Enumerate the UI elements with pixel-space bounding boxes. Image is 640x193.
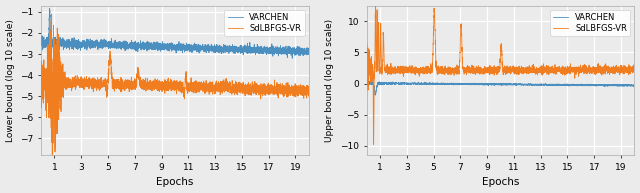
VARCHEN [490, 84, 498, 86]
SdLBFGS-VR [297, 93, 305, 96]
SdLBFGS-VR [557, 68, 565, 70]
Legend: VARCHEN, SdLBFGS-VR: VARCHEN, SdLBFGS-VR [550, 10, 630, 36]
VARCHEN [371, 94, 379, 96]
SdLBFGS-VR [150, 84, 157, 86]
X-axis label: Epochs: Epochs [482, 177, 519, 187]
VARCHEN [284, 52, 291, 55]
Legend: VARCHEN, SdLBFGS-VR: VARCHEN, SdLBFGS-VR [225, 10, 305, 36]
Line: VARCHEN: VARCHEN [367, 81, 634, 95]
SdLBFGS-VR [609, 69, 617, 71]
VARCHEN [164, 46, 172, 48]
VARCHEN [45, 7, 53, 10]
SdLBFGS-VR [363, 97, 371, 100]
SdLBFGS-VR [477, 71, 485, 74]
SdLBFGS-VR [284, 89, 291, 92]
SdLBFGS-VR [164, 90, 172, 92]
SdLBFGS-VR [47, 13, 55, 15]
VARCHEN [623, 84, 630, 86]
VARCHEN [305, 52, 312, 54]
VARCHEN [152, 45, 159, 48]
VARCHEN [297, 48, 305, 50]
VARCHEN [289, 57, 296, 59]
Line: SdLBFGS-VR: SdLBFGS-VR [367, 4, 634, 144]
VARCHEN [367, 80, 375, 82]
VARCHEN [557, 84, 565, 86]
SdLBFGS-VR [630, 69, 638, 72]
VARCHEN [363, 81, 371, 84]
VARCHEN [37, 36, 45, 38]
SdLBFGS-VR [305, 89, 312, 91]
VARCHEN [477, 83, 485, 85]
SdLBFGS-VR [37, 66, 45, 69]
SdLBFGS-VR [152, 83, 159, 85]
X-axis label: Epochs: Epochs [156, 177, 193, 187]
SdLBFGS-VR [476, 69, 483, 71]
SdLBFGS-VR [232, 85, 239, 87]
VARCHEN [630, 84, 638, 87]
Line: SdLBFGS-VR: SdLBFGS-VR [41, 14, 308, 190]
Y-axis label: Upper bound (log 10 scale): Upper bound (log 10 scale) [326, 19, 335, 142]
SdLBFGS-VR [623, 67, 630, 69]
SdLBFGS-VR [372, 3, 380, 6]
SdLBFGS-VR [370, 143, 378, 146]
VARCHEN [476, 83, 483, 85]
VARCHEN [609, 84, 617, 86]
VARCHEN [232, 48, 239, 51]
VARCHEN [150, 44, 157, 47]
SdLBFGS-VR [49, 188, 56, 191]
Y-axis label: Lower bound (log 10 scale): Lower bound (log 10 scale) [6, 19, 15, 142]
SdLBFGS-VR [490, 72, 498, 74]
Line: VARCHEN: VARCHEN [41, 8, 308, 58]
